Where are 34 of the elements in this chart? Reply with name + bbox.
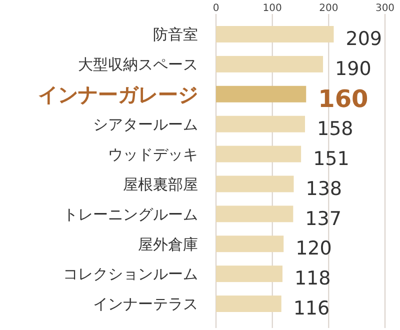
bar — [216, 266, 282, 282]
y-tick-label: ウッドデッキ — [108, 145, 198, 164]
x-tick-label: 200 — [319, 3, 338, 14]
data-label: 160 — [318, 84, 368, 113]
y-tick-label: シアタールーム — [93, 115, 198, 134]
bar — [216, 236, 284, 252]
data-label: 151 — [313, 148, 350, 170]
x-tick-label: 0 — [212, 3, 220, 14]
bar — [216, 86, 306, 102]
data-label: 116 — [293, 298, 330, 320]
y-tick-label: コレクションルーム — [63, 265, 198, 284]
bar — [216, 116, 306, 132]
x-tick-label: 100 — [262, 3, 282, 14]
y-tick-label: 屋外倉庫 — [138, 235, 198, 254]
y-tick-label: インナーガレージ — [38, 82, 198, 106]
x-tick-label: 300 — [375, 3, 395, 14]
data-label: 137 — [305, 208, 342, 230]
data-label: 158 — [317, 118, 354, 140]
bar — [216, 296, 282, 312]
data-label: 118 — [294, 268, 331, 290]
data-label: 120 — [296, 238, 332, 260]
data-label: 190 — [335, 58, 372, 80]
bar — [216, 176, 294, 192]
y-tick-label: 大型収納スペース — [78, 56, 198, 74]
y-tick-label: トレーニングルーム — [63, 205, 198, 224]
bar — [216, 206, 294, 222]
data-label: 138 — [306, 178, 342, 200]
y-tick-label: インナーテラス — [93, 295, 198, 314]
y-tick-label: 屋根裏部屋 — [123, 175, 198, 194]
y-tick-label: 防音室 — [153, 26, 198, 44]
bar — [216, 26, 334, 42]
bar — [216, 56, 324, 72]
data-label: 209 — [346, 28, 382, 50]
bar — [216, 146, 302, 162]
